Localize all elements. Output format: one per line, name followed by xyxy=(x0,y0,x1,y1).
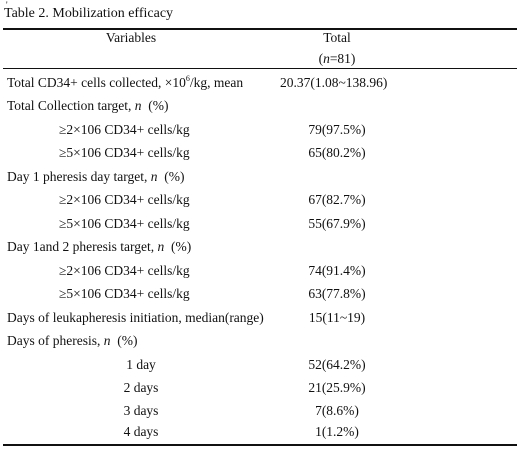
table-row: Day 1and 2 pheresis target, n (%) xyxy=(0,235,520,259)
row-label: ≥5×106 CD34+ cells/kg xyxy=(59,145,190,160)
row-label: ≥2×106 CD34+ cells/kg xyxy=(59,192,190,207)
table-row: 2 days 21(25.9%) xyxy=(0,376,520,400)
top-rule xyxy=(3,28,517,30)
section-label: Day 1and 2 pheresis target, n (%) xyxy=(7,239,192,254)
table-row: ≥5×106 CD34+ cells/kg 55(67.9%) xyxy=(0,212,520,236)
table-row: Total CD34+ cells collected, ×106/kg, me… xyxy=(0,71,520,95)
row-label: 1 day xyxy=(126,357,156,372)
row-value: 67(82.7%) xyxy=(308,192,366,207)
header-n-count: (n=81) xyxy=(318,51,356,66)
row-value: 7(8.6%) xyxy=(315,403,359,418)
row-label: ≥5×106 CD34+ cells/kg xyxy=(59,286,190,301)
row-label: Days of leukapheresis initiation, median… xyxy=(7,310,264,325)
section-label: Total Collection target, n (%) xyxy=(7,98,169,113)
row-value: 1(1.2%) xyxy=(315,424,359,439)
row-value: 15(11~19) xyxy=(308,310,366,325)
row-value: 20.37(1.08~138.96) xyxy=(280,75,388,90)
section-label: Days of pheresis, n (%) xyxy=(7,333,138,348)
row-value: 52(64.2%) xyxy=(308,357,366,372)
row-value: 65(80.2%) xyxy=(308,145,366,160)
table-row: 4 days 1(1.2%) xyxy=(0,420,520,444)
table-row: ≥5×106 CD34+ cells/kg 63(77.8%) xyxy=(0,282,520,306)
row-label: 4 days xyxy=(123,424,159,439)
header-total-label: Total xyxy=(323,30,351,45)
table-row: Day 1 pheresis day target, n (%) xyxy=(0,165,520,189)
bottom-rule xyxy=(3,444,517,446)
row-label: ≥2×106 CD34+ cells/kg xyxy=(59,263,190,278)
table-row: Total Collection target, n (%) xyxy=(0,94,520,118)
row-value: 79(97.5%) xyxy=(308,122,366,137)
table-caption: Table 2. Mobilization efficacy xyxy=(4,6,174,21)
header-rule xyxy=(3,68,517,69)
stray-mark: ' xyxy=(6,0,8,10)
table-row: 3 days 7(8.6%) xyxy=(0,399,520,423)
row-value: 55(67.9%) xyxy=(308,216,366,231)
row-value: 21(25.9%) xyxy=(308,380,366,395)
header-variables: Variables xyxy=(105,30,157,45)
table-row: Days of pheresis, n (%) xyxy=(0,329,520,353)
row-label: ≥5×106 CD34+ cells/kg xyxy=(59,216,190,231)
header-total: Total (n=81) xyxy=(262,29,412,68)
table-row: ≥5×106 CD34+ cells/kg 65(80.2%) xyxy=(0,141,520,165)
section-label: Day 1 pheresis day target, n (%) xyxy=(7,169,185,184)
table-row: ≥2×106 CD34+ cells/kg 79(97.5%) xyxy=(0,118,520,142)
row-value: 63(77.8%) xyxy=(308,286,366,301)
row-value: 74(91.4%) xyxy=(308,263,366,278)
table-row: Days of leukapheresis initiation, median… xyxy=(0,306,520,330)
table-row: ≥2×106 CD34+ cells/kg 67(82.7%) xyxy=(0,188,520,212)
row-label: ≥2×106 CD34+ cells/kg xyxy=(59,122,190,137)
row-label: 3 days xyxy=(123,403,159,418)
table-row: ≥2×106 CD34+ cells/kg 74(91.4%) xyxy=(0,259,520,283)
row-label: Total CD34+ cells collected, ×106/kg, me… xyxy=(7,74,244,91)
table-row: 1 day 52(64.2%) xyxy=(0,353,520,377)
row-label: 2 days xyxy=(123,380,159,395)
